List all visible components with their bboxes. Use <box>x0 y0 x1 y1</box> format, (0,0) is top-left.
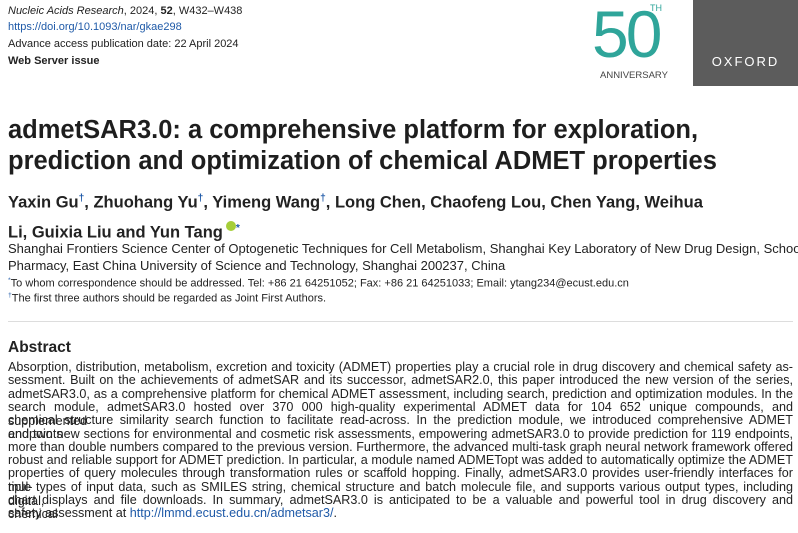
text: . <box>333 506 338 521</box>
link[interactable]: http://lmmd.ecust.edu.cn/admetsar3/ <box>129 506 334 521</box>
affiliation-line: Shanghai Frontiers Science Center of Opt… <box>8 241 798 256</box>
abstract-line: admetSAR3.0, as a comprehensive platform… <box>8 386 793 401</box>
issue: Web Server issue <box>8 55 100 67</box>
abstract-line: more than double numbers compared to the… <box>8 439 793 454</box>
orcid-icon[interactable] <box>225 221 236 231</box>
title-line: prediction and optimization of chemical … <box>8 147 717 175</box>
author-separator: , <box>635 193 645 212</box>
abstract-line: properties of query molecules through tr… <box>8 466 793 495</box>
correspondence: *To whom correspondence should be addres… <box>8 277 629 290</box>
divider <box>8 321 793 322</box>
logo-suffix: TH <box>650 3 662 13</box>
author-separator: and <box>111 223 150 241</box>
author-name: Zhuohang Yu <box>93 193 198 212</box>
logo-caption: ANNIVERSARY <box>600 70 668 81</box>
mark: † <box>8 292 12 299</box>
abstract-line: robust and reliable support for ADMET pr… <box>8 453 793 468</box>
publisher-logo: OXFORD <box>693 0 798 86</box>
text: safety assessment at <box>8 506 130 521</box>
journal: Nucleic Acids Research <box>8 5 124 17</box>
author-name: Yimeng Wang <box>212 193 321 212</box>
author-name: Guixia Liu <box>31 223 112 241</box>
author-name: Weihua Li <box>8 193 703 242</box>
title-line: admetSAR3.0: a comprehensive platform fo… <box>8 116 699 144</box>
text: The first three authors should be regard… <box>11 292 327 305</box>
author-mark: † <box>78 193 85 204</box>
abstract-line: search module, admetSAR3.0 hosted over 3… <box>8 399 793 428</box>
volume: 52 <box>160 5 173 17</box>
author-name: Yaxin Gu <box>8 193 79 212</box>
author-mark: † <box>197 193 204 204</box>
publisher: OXFORD <box>711 54 780 69</box>
abstract-line: safety assessment at http://lmmd.ecust.e… <box>8 506 337 520</box>
abstract-line: sessment. Built on the achievements of a… <box>8 373 793 388</box>
advance-date: Advance access publication date: 22 Apri… <box>8 38 239 50</box>
abstract-line: tiple types of input data, such as SMILE… <box>8 479 793 508</box>
author-separator: , <box>84 193 94 212</box>
abstract-line: and two new sections for environmental a… <box>8 426 793 441</box>
text: To whom correspondence should be address… <box>10 277 629 290</box>
author-mark: † <box>320 193 326 204</box>
author-name: Chaofeng Lou <box>430 193 542 212</box>
affiliation-line: Pharmacy, East China University of Scien… <box>8 258 506 273</box>
authors: Yaxin Gu†, Zhuohang Yu†, Yimeng Wang†, L… <box>8 186 778 245</box>
author-name: Chen Yang <box>550 193 636 212</box>
author-name: Long Chen <box>334 193 422 212</box>
note: †The first three authors should be regar… <box>8 292 326 305</box>
author-separator: , <box>421 193 431 212</box>
mark: * <box>8 277 11 284</box>
abstract-heading: Abstract <box>8 339 71 356</box>
author-separator: , <box>203 193 213 212</box>
abstract-line: chart displays and file downloads. In su… <box>8 493 793 521</box>
abstract-line: chemical structure similarity search fun… <box>8 413 793 442</box>
author-mark: * <box>235 222 240 234</box>
logo-number: 50 <box>592 0 662 71</box>
abstract-line: Absorption, distribution, metabolism, ex… <box>8 360 793 374</box>
citation: Nucleic Acids Research, 2024, 52, W432–W… <box>8 5 243 17</box>
author-name: Yun Tang <box>149 223 223 241</box>
doi-link[interactable]: https://doi.org/10.1093/nar/gkae298 <box>8 21 182 33</box>
author-separator: , <box>22 223 32 241</box>
author-separator: , <box>325 193 335 212</box>
year: 2024, <box>129 5 161 17</box>
anniversary-logo: 50 TH ANNIVERSARY <box>592 0 682 85</box>
author-separator: , <box>541 193 551 212</box>
pages: , W432–W438 <box>172 5 243 17</box>
